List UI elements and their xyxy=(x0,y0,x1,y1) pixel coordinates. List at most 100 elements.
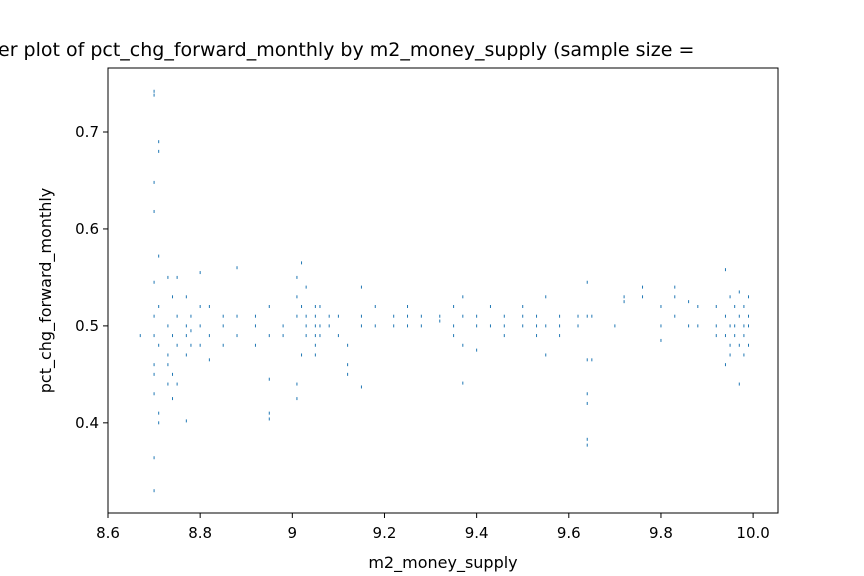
y-axis-label: pct_chg_forward_monthly xyxy=(36,188,56,394)
point xyxy=(301,353,303,357)
point xyxy=(738,343,740,347)
point xyxy=(222,314,224,318)
x-tick-label: 10.0 xyxy=(736,524,769,542)
point xyxy=(208,304,210,308)
x-tick-label: 9.8 xyxy=(649,524,673,542)
point xyxy=(305,324,307,328)
point xyxy=(462,343,464,347)
point xyxy=(158,411,160,415)
point xyxy=(738,382,740,386)
point xyxy=(724,314,726,318)
point xyxy=(328,314,330,318)
point xyxy=(729,324,731,328)
point xyxy=(153,334,155,338)
point xyxy=(453,334,455,338)
point xyxy=(268,304,270,308)
point xyxy=(296,382,298,386)
point xyxy=(476,324,478,328)
point xyxy=(314,353,316,357)
point xyxy=(743,304,745,308)
point xyxy=(190,314,192,318)
point xyxy=(153,314,155,318)
point xyxy=(660,338,662,342)
point xyxy=(158,140,160,144)
point xyxy=(743,324,745,328)
point xyxy=(167,363,169,367)
point xyxy=(586,392,588,396)
point xyxy=(337,314,339,318)
chart-title: er plot of pct_chg_forward_monthly by m2… xyxy=(0,39,694,61)
point xyxy=(586,443,588,447)
point xyxy=(222,324,224,328)
point xyxy=(420,324,422,328)
point xyxy=(724,334,726,338)
point xyxy=(199,271,201,275)
point xyxy=(305,334,307,338)
point xyxy=(586,280,588,284)
point xyxy=(374,324,376,328)
point xyxy=(748,324,750,328)
point xyxy=(715,324,717,328)
point xyxy=(642,285,644,289)
point xyxy=(660,324,662,328)
point xyxy=(738,290,740,294)
point xyxy=(407,304,409,308)
point xyxy=(559,324,561,328)
point xyxy=(314,314,316,318)
point xyxy=(167,382,169,386)
point xyxy=(420,314,422,318)
point xyxy=(393,314,395,318)
point xyxy=(489,304,491,308)
point xyxy=(393,324,395,328)
x-axis-label: m2_money_supply xyxy=(368,553,517,573)
point xyxy=(688,324,690,328)
point xyxy=(586,401,588,405)
point xyxy=(642,295,644,299)
point xyxy=(167,353,169,357)
point xyxy=(319,324,321,328)
point xyxy=(360,285,362,289)
point xyxy=(176,275,178,279)
point xyxy=(185,324,187,328)
point xyxy=(545,295,547,299)
point xyxy=(559,314,561,318)
point xyxy=(748,343,750,347)
point xyxy=(347,343,349,347)
point xyxy=(167,275,169,279)
point xyxy=(328,324,330,328)
point xyxy=(153,489,155,493)
point xyxy=(347,363,349,367)
point xyxy=(153,280,155,284)
point xyxy=(407,314,409,318)
point xyxy=(296,275,298,279)
point xyxy=(734,304,736,308)
point xyxy=(268,417,270,421)
point xyxy=(724,268,726,272)
point xyxy=(254,324,256,328)
point xyxy=(360,314,362,318)
point xyxy=(139,334,141,338)
point xyxy=(158,421,160,425)
point xyxy=(296,295,298,299)
point xyxy=(282,324,284,328)
point xyxy=(586,437,588,441)
point xyxy=(347,372,349,376)
point xyxy=(319,304,321,308)
x-tick-label: 9 xyxy=(288,524,298,542)
point xyxy=(153,363,155,367)
point xyxy=(734,334,736,338)
x-tick-label: 9.2 xyxy=(373,524,397,542)
point xyxy=(522,324,524,328)
point xyxy=(688,300,690,304)
point xyxy=(296,314,298,318)
point xyxy=(743,353,745,357)
point xyxy=(176,343,178,347)
point xyxy=(282,334,284,338)
point xyxy=(734,324,736,328)
point xyxy=(674,295,676,299)
point xyxy=(301,304,303,308)
point xyxy=(153,456,155,460)
point xyxy=(158,254,160,258)
point xyxy=(199,343,201,347)
